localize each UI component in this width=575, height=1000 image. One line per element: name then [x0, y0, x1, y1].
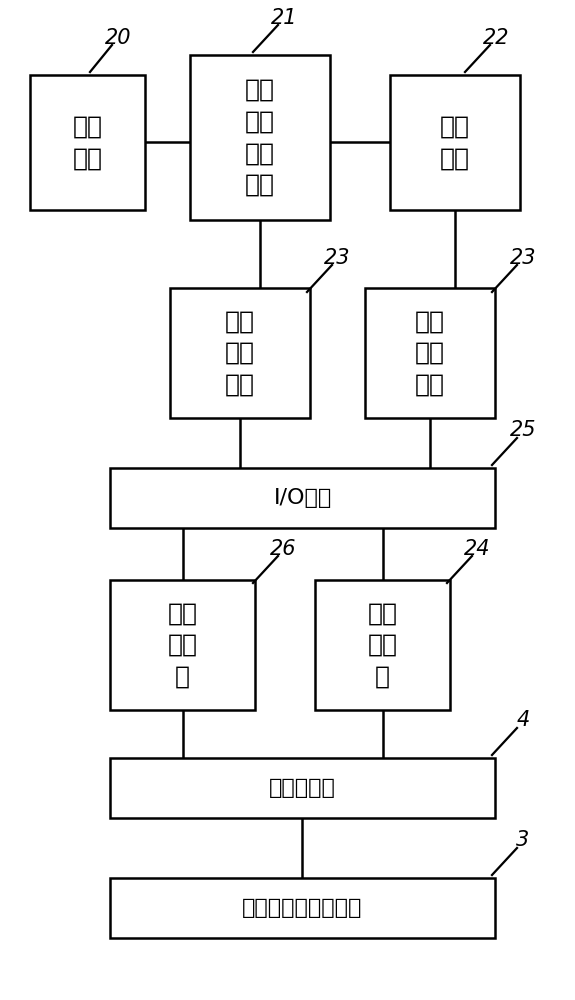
- Text: 电网
模型: 电网 模型: [72, 115, 102, 170]
- Text: 23: 23: [324, 248, 350, 268]
- Text: I/O板卡: I/O板卡: [273, 488, 332, 508]
- Bar: [190, 55, 330, 220]
- Text: 信号
驱动
模块: 信号 驱动 模块: [415, 309, 445, 397]
- Bar: [30, 75, 145, 210]
- Bar: [110, 468, 495, 528]
- Text: 故障注入箱: 故障注入箱: [269, 778, 336, 798]
- Bar: [110, 758, 495, 818]
- Text: 双向
充放
电器
模型: 双向 充放 电器 模型: [245, 78, 275, 197]
- Bar: [365, 288, 495, 418]
- Text: 21: 21: [271, 8, 297, 28]
- Bar: [315, 580, 450, 710]
- Text: 信号
驱动
模块: 信号 驱动 模块: [225, 309, 255, 397]
- Text: 4: 4: [516, 710, 530, 730]
- Text: 电池
模型: 电池 模型: [440, 115, 470, 170]
- Text: 电池
模拟
器: 电池 模拟 器: [367, 601, 397, 689]
- Bar: [390, 75, 520, 210]
- Bar: [110, 580, 255, 710]
- Text: 22: 22: [483, 28, 509, 48]
- Bar: [170, 288, 310, 418]
- Text: 3: 3: [516, 830, 530, 850]
- Text: 信号
调理
箱: 信号 调理 箱: [167, 601, 197, 689]
- Text: 20: 20: [105, 28, 131, 48]
- Text: 双向充放电机控制器: 双向充放电机控制器: [242, 898, 363, 918]
- Text: 25: 25: [510, 420, 536, 440]
- Bar: [110, 878, 495, 938]
- Text: 24: 24: [464, 539, 490, 559]
- Text: 26: 26: [270, 539, 296, 559]
- Text: 23: 23: [510, 248, 536, 268]
